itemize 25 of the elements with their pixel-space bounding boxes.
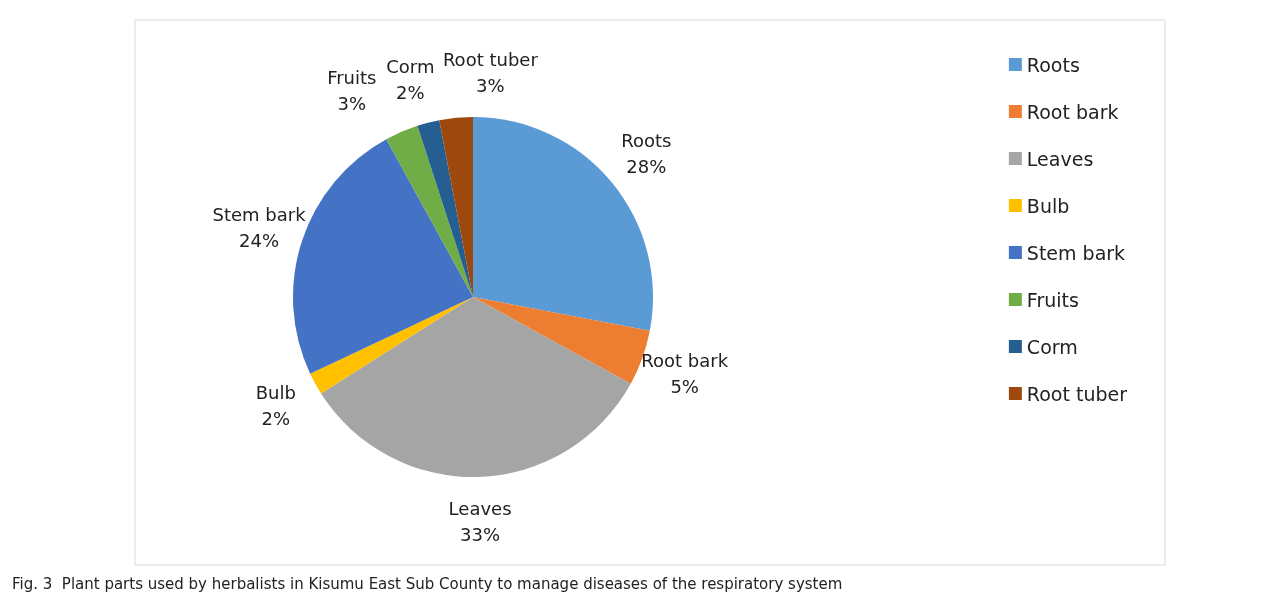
data-label: 33% (460, 524, 501, 546)
slice-label: Root tuber (442, 49, 539, 71)
legend-label: Leaves (1026, 147, 1094, 170)
data-label: 5% (670, 375, 699, 397)
slice-label: Bulb (255, 381, 296, 403)
legend-label: Bulb (1026, 194, 1070, 217)
slice-label: Leaves (448, 498, 512, 520)
legend-label: Root tuber (1026, 382, 1128, 405)
legend-label: Root bark (1026, 100, 1119, 123)
caption: Fig. 3 Plant parts used by herbalists in Kisumu East Sub County to manage diseases of the respiratory system (12, 574, 843, 593)
slice-label: Root bark (641, 349, 729, 371)
data-label: 24% (239, 229, 280, 251)
data-label: 28% (626, 156, 667, 178)
legend-label: Roots (1026, 53, 1080, 76)
data-label: 3% (337, 93, 367, 115)
slice-label: Stem bark (212, 203, 307, 225)
slice-label: Roots (621, 130, 672, 152)
legend-label: Stem bark (1026, 241, 1126, 264)
data-label: 3% (476, 75, 505, 97)
slice-label: Fruits (327, 67, 377, 89)
data-label: 2% (396, 81, 425, 103)
legend-label: Fruits (1026, 288, 1079, 311)
legend-label: Corm (1026, 335, 1078, 358)
data-label: 2% (261, 407, 291, 429)
slice-label: Corm (386, 55, 435, 77)
